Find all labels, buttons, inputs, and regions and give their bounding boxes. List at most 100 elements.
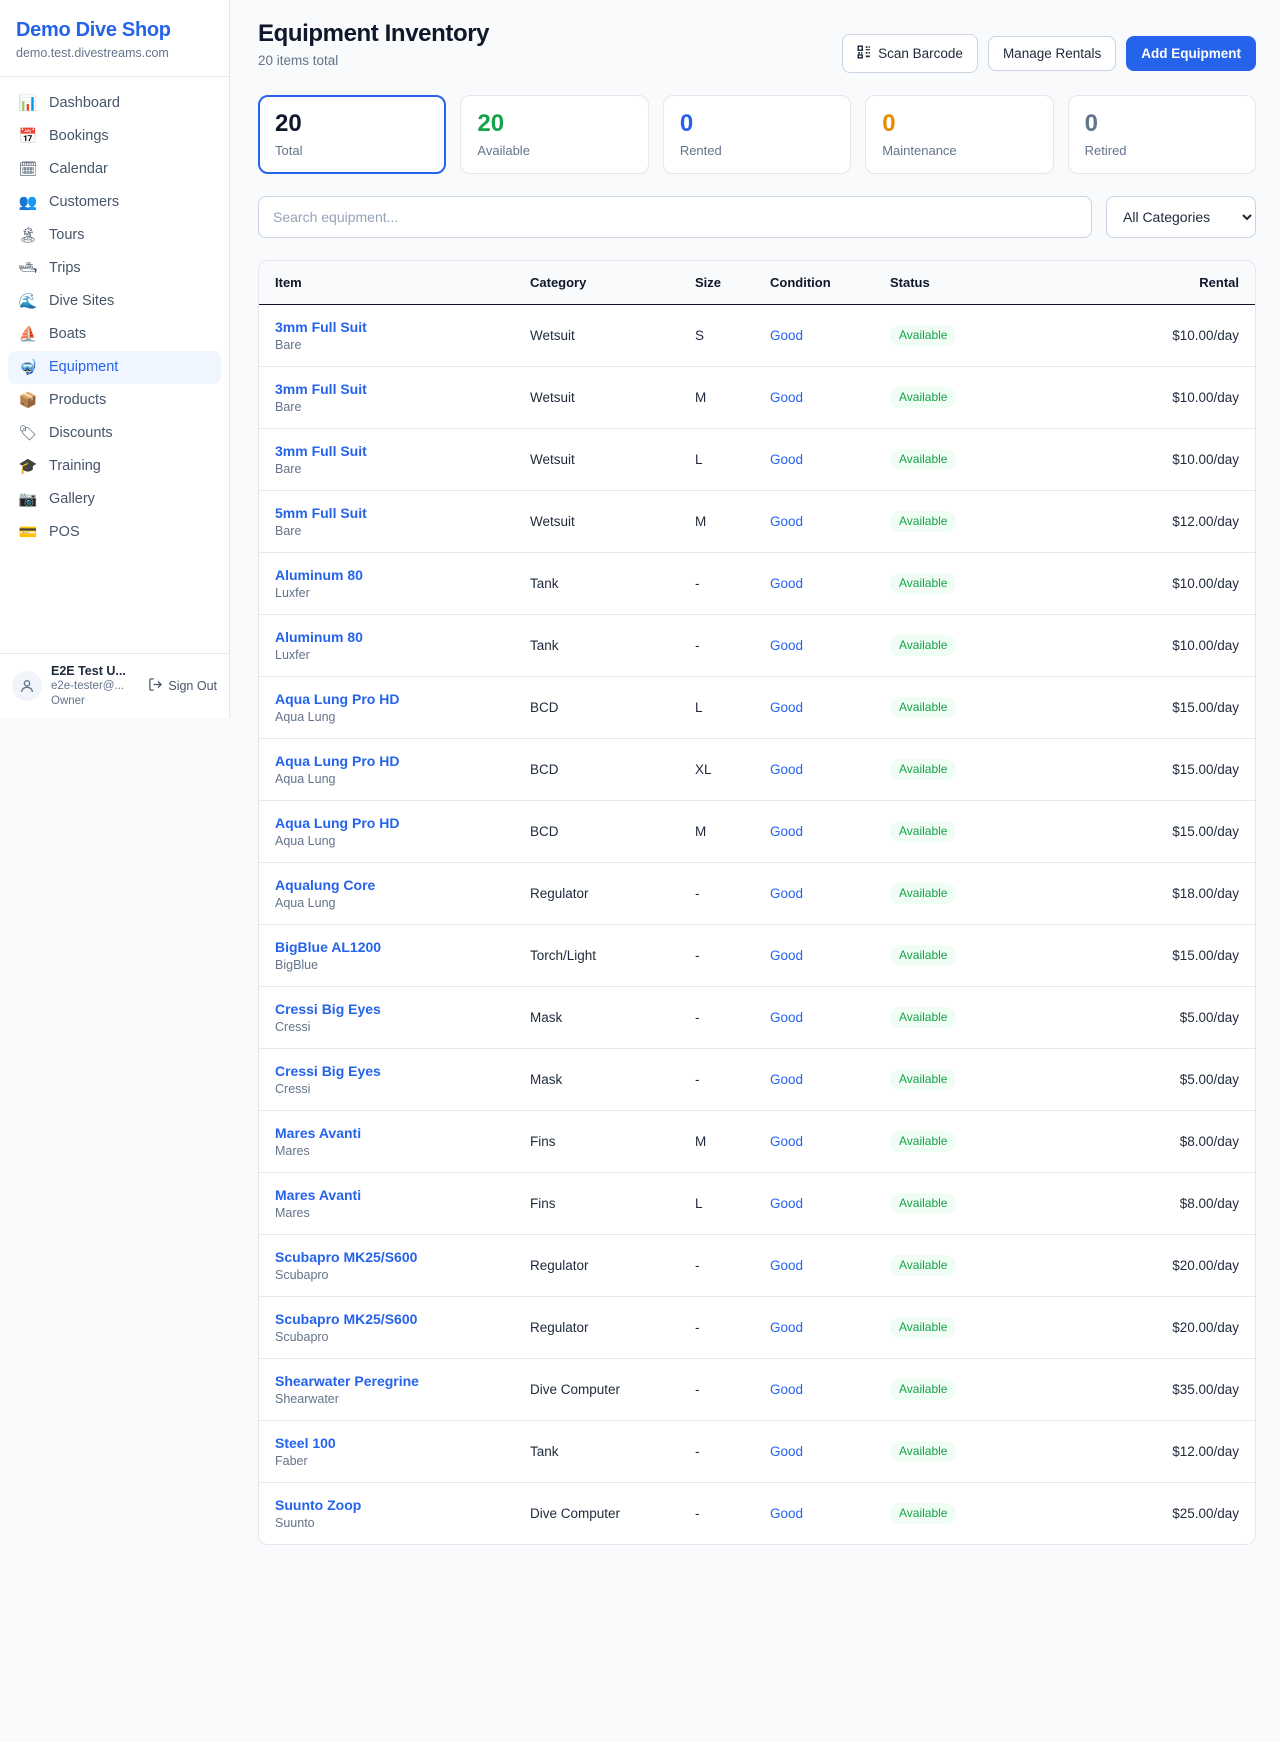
sidebar-item-training[interactable]: 🎓 Training (8, 450, 221, 483)
item-link[interactable]: 3mm Full Suit (275, 442, 367, 459)
stat-card-available[interactable]: 20 Available (460, 94, 649, 174)
cell-condition[interactable]: Good (754, 552, 874, 615)
item-link[interactable]: Mares Avanti (275, 1124, 362, 1141)
cell-condition[interactable]: Good (754, 1048, 874, 1111)
table-row[interactable]: 5mm Full Suit Bare Wetsuit M Good Available $1… (259, 490, 1255, 553)
cell-condition[interactable]: Good (754, 1234, 874, 1297)
stat-card-maintenance[interactable]: 0 Maintenance (865, 94, 1054, 174)
table-row[interactable]: Aluminum 80 Luxfer Tank - Good Available $10.0… (259, 552, 1255, 615)
sidebar-item-calendar[interactable]: 🗓 Calendar (8, 153, 221, 186)
discounts-icon: 🏷 (18, 425, 38, 442)
cell-condition[interactable]: Good (754, 490, 874, 553)
sidebar-item-tours[interactable]: 🏝 Tours (8, 219, 221, 252)
status-badge: Available (890, 1440, 957, 1463)
item-link[interactable]: 5mm Full Suit (275, 504, 367, 521)
item-link[interactable]: BigBlue AL1200 (275, 938, 382, 955)
item-link[interactable]: Aqua Lung Pro HD (275, 690, 400, 707)
table-row[interactable]: Suunto Zoop Suunto Dive Computer - Good Avail… (259, 1482, 1255, 1544)
sidebar-item-trips[interactable]: 🛥 Trips (8, 252, 221, 285)
item-link[interactable]: Scubapro MK25/S600 (275, 1248, 418, 1265)
cell-condition[interactable]: Good (754, 366, 874, 429)
stat-card-retired[interactable]: 0 Retired (1067, 94, 1257, 174)
sidebar-item-customers[interactable]: 👥 Customers (8, 186, 221, 219)
sidebar-item-discounts[interactable]: 🏷 Discounts (8, 417, 221, 450)
item-link[interactable]: Steel 100 (275, 1434, 336, 1451)
cell-condition[interactable]: Good (754, 924, 874, 987)
item-link[interactable]: Cressi Big Eyes (275, 1062, 381, 1079)
item-link[interactable]: 3mm Full Suit (275, 318, 367, 335)
sidebar-item-boats[interactable]: ⛵ Boats (8, 318, 221, 351)
sign-out-button[interactable]: Sign Out (148, 677, 217, 695)
cell-condition[interactable]: Good (754, 738, 874, 801)
stat-card-total[interactable]: 20 Total (258, 94, 447, 174)
cell-item: 3mm Full Suit Bare (259, 428, 514, 491)
cell-item: Aluminum 80 Luxfer (259, 552, 514, 615)
table-row[interactable]: Aqualung Core Aqua Lung Regulator - Good Avai… (259, 862, 1255, 925)
item-link[interactable]: Aqua Lung Pro HD (275, 814, 400, 831)
equipment-table-card: Item Category Size Condition Status Rental 3m… (258, 259, 1256, 1545)
table-row[interactable]: Aqua Lung Pro HD Aqua Lung BCD XL Good Availa… (259, 738, 1255, 801)
item-link[interactable]: Cressi Big Eyes (275, 1000, 381, 1017)
manage-rentals-button[interactable]: Manage Rentals (987, 35, 1117, 71)
table-row[interactable]: Cressi Big Eyes Cressi Mask - Good Available $… (259, 1048, 1255, 1111)
table-row[interactable]: 3mm Full Suit Bare Wetsuit L Good Available $1… (259, 428, 1255, 491)
cell-condition[interactable]: Good (754, 1110, 874, 1173)
table-row[interactable]: Aqua Lung Pro HD Aqua Lung BCD M Good Availab… (259, 800, 1255, 863)
sidebar-item-label: Equipment (49, 359, 119, 376)
sidebar-item-bookings[interactable]: 📅 Bookings (8, 120, 221, 153)
table-row[interactable]: 3mm Full Suit Bare Wetsuit M Good Available $1… (259, 366, 1255, 429)
table-row[interactable]: Mares Avanti Mares Fins M Good Available $8.00… (259, 1110, 1255, 1173)
cell-condition[interactable]: Good (754, 304, 874, 367)
search-input[interactable] (258, 195, 1092, 238)
table-row[interactable]: 3mm Full Suit Bare Wetsuit S Good Available $1… (259, 304, 1255, 367)
table-row[interactable]: Mares Avanti Mares Fins L Good Available $8.00… (259, 1172, 1255, 1235)
user-name: E2E Test U... (51, 663, 126, 678)
cell-condition[interactable]: Good (754, 614, 874, 677)
sidebar-item-label: Trips (49, 260, 81, 277)
table-row[interactable]: Shearwater Peregrine Shearwater Dive Compu… (259, 1358, 1255, 1421)
table-row[interactable]: Aluminum 80 Luxfer Tank - Good Available $10.0… (259, 614, 1255, 677)
cell-condition[interactable]: Good (754, 862, 874, 925)
sidebar-item-dashboard[interactable]: 📊 Dashboard (8, 87, 221, 120)
cell-condition[interactable]: Good (754, 1358, 874, 1421)
sidebar-item-dive-sites[interactable]: 🌊 Dive Sites (8, 285, 221, 318)
status-badge: Available (890, 1316, 957, 1339)
sidebar-item-label: Dashboard (49, 95, 120, 112)
table-row[interactable]: Cressi Big Eyes Cressi Mask - Good Available $… (259, 986, 1255, 1049)
item-link[interactable]: Suunto Zoop (275, 1496, 362, 1513)
table-row[interactable]: Steel 100 Faber Tank - Good Available $12.00/d… (259, 1420, 1255, 1483)
cell-condition[interactable]: Good (754, 986, 874, 1049)
sidebar-item-equipment[interactable]: 🤿 Equipment (8, 351, 221, 384)
item-link[interactable]: Aqua Lung Pro HD (275, 752, 400, 769)
cell-condition[interactable]: Good (770, 1505, 804, 1521)
stat-value: 0 (679, 109, 694, 137)
scan-barcode-button[interactable]: Scan Barcode (842, 34, 978, 73)
sidebar: Demo Dive Shop demo.test.divestreams.com… (0, 0, 230, 718)
item-link[interactable]: Scubapro MK25/S600 (275, 1310, 418, 1327)
table-row[interactable]: Scubapro MK25/S600 Scubapro Regulator - Good… (259, 1296, 1255, 1359)
sidebar-item-pos[interactable]: 💳 POS (8, 516, 221, 549)
table-row[interactable]: Scubapro MK25/S600 Scubapro Regulator - Good… (259, 1234, 1255, 1297)
cell-item: 5mm Full Suit Bare (259, 490, 514, 553)
stat-card-rented[interactable]: 0 Rented (662, 94, 852, 174)
sidebar-item-gallery[interactable]: 📷 Gallery (8, 483, 221, 516)
cell-condition[interactable]: Good (754, 1420, 874, 1483)
cell-status: Available (874, 1482, 1019, 1544)
add-equipment-button[interactable]: Add Equipment (1126, 35, 1256, 71)
cell-condition[interactable]: Good (754, 1296, 874, 1359)
category-select[interactable]: All Categories (1106, 195, 1256, 238)
item-link[interactable]: Aqualung Core (275, 876, 376, 893)
item-link[interactable]: Aluminum 80 (275, 566, 363, 583)
header-actions: Scan Barcode Manage Rentals Add Equipmen… (842, 20, 1256, 73)
item-link[interactable]: Aluminum 80 (275, 628, 363, 645)
cell-condition[interactable]: Good (754, 676, 874, 739)
item-link[interactable]: Shearwater Peregrine (275, 1372, 419, 1389)
cell-condition[interactable]: Good (754, 800, 874, 863)
item-link[interactable]: Mares Avanti (275, 1186, 362, 1203)
table-row[interactable]: Aqua Lung Pro HD Aqua Lung BCD L Good Availab… (259, 676, 1255, 739)
item-link[interactable]: 3mm Full Suit (275, 380, 367, 397)
cell-condition[interactable]: Good (754, 428, 874, 491)
cell-condition[interactable]: Good (754, 1172, 874, 1235)
table-row[interactable]: BigBlue AL1200 BigBlue Torch/Light - Good Ava… (259, 924, 1255, 987)
sidebar-item-products[interactable]: 📦 Products (8, 384, 221, 417)
